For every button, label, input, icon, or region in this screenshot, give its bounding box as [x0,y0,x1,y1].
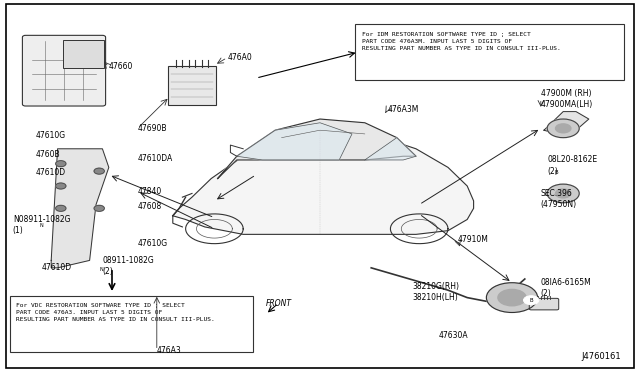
FancyBboxPatch shape [168,66,216,105]
FancyBboxPatch shape [22,35,106,106]
Text: FRONT: FRONT [266,299,291,308]
Circle shape [56,205,66,211]
Text: 476A3: 476A3 [157,346,182,355]
Text: 4760B: 4760B [35,150,60,159]
Polygon shape [544,112,589,134]
Circle shape [547,184,579,203]
Text: 47610D: 47610D [35,169,65,177]
Circle shape [498,289,526,306]
FancyBboxPatch shape [63,40,104,68]
Text: 47608: 47608 [138,202,162,211]
Text: 47630A: 47630A [438,331,468,340]
Circle shape [524,296,539,305]
Text: 47910M: 47910M [458,235,488,244]
Text: 47690B: 47690B [138,124,167,133]
Polygon shape [51,149,109,268]
Text: 08L20-8162E
(2): 08L20-8162E (2) [547,155,597,176]
Text: 47840: 47840 [138,187,162,196]
Circle shape [549,169,564,177]
Text: 476A3M: 476A3M [387,105,419,114]
FancyBboxPatch shape [10,296,253,352]
Circle shape [56,183,66,189]
Circle shape [33,220,50,230]
Text: 47900M (RH)
47900MA(LH): 47900M (RH) 47900MA(LH) [541,89,593,109]
Text: B: B [555,170,559,176]
Circle shape [547,119,579,138]
Text: For VDC RESTORATION SOFTWARE TYPE ID ; SELECT
PART CODE 476A3. INPUT LAST 5 DIGI: For VDC RESTORATION SOFTWARE TYPE ID ; S… [16,303,215,322]
Text: N: N [40,222,44,228]
Circle shape [56,161,66,167]
Circle shape [556,189,571,198]
Circle shape [94,205,104,211]
Circle shape [93,265,109,275]
Circle shape [94,168,104,174]
Polygon shape [173,130,474,234]
Text: N: N [99,267,103,272]
Text: 47610D: 47610D [42,263,72,272]
Polygon shape [365,138,416,160]
Text: 47660: 47660 [109,62,133,71]
Polygon shape [218,119,416,179]
Text: 47610DA: 47610DA [138,154,173,163]
Text: 08IA6-6165M
(2): 08IA6-6165M (2) [541,278,591,298]
Text: B: B [529,298,533,303]
FancyBboxPatch shape [355,24,624,80]
Text: 476A0: 476A0 [227,53,252,62]
Text: 47610G: 47610G [35,131,65,140]
Circle shape [556,124,571,133]
FancyBboxPatch shape [529,298,559,310]
Text: 38210G(RH)
38210H(LH): 38210G(RH) 38210H(LH) [413,282,460,302]
Text: For IDM RESTORATION SOFTWARE TYPE ID ; SELECT
PART CODE 476A3M. INPUT LAST 5 DIG: For IDM RESTORATION SOFTWARE TYPE ID ; S… [362,32,561,51]
Polygon shape [237,123,352,160]
Text: N08911-1082G
(1): N08911-1082G (1) [13,215,70,235]
Text: SEC.396
(47950N): SEC.396 (47950N) [541,189,577,209]
Text: J4760161: J4760161 [581,352,621,361]
Circle shape [486,283,538,312]
Text: 47610G: 47610G [138,239,168,248]
Text: 08911-1082G
(2): 08911-1082G (2) [102,256,154,276]
